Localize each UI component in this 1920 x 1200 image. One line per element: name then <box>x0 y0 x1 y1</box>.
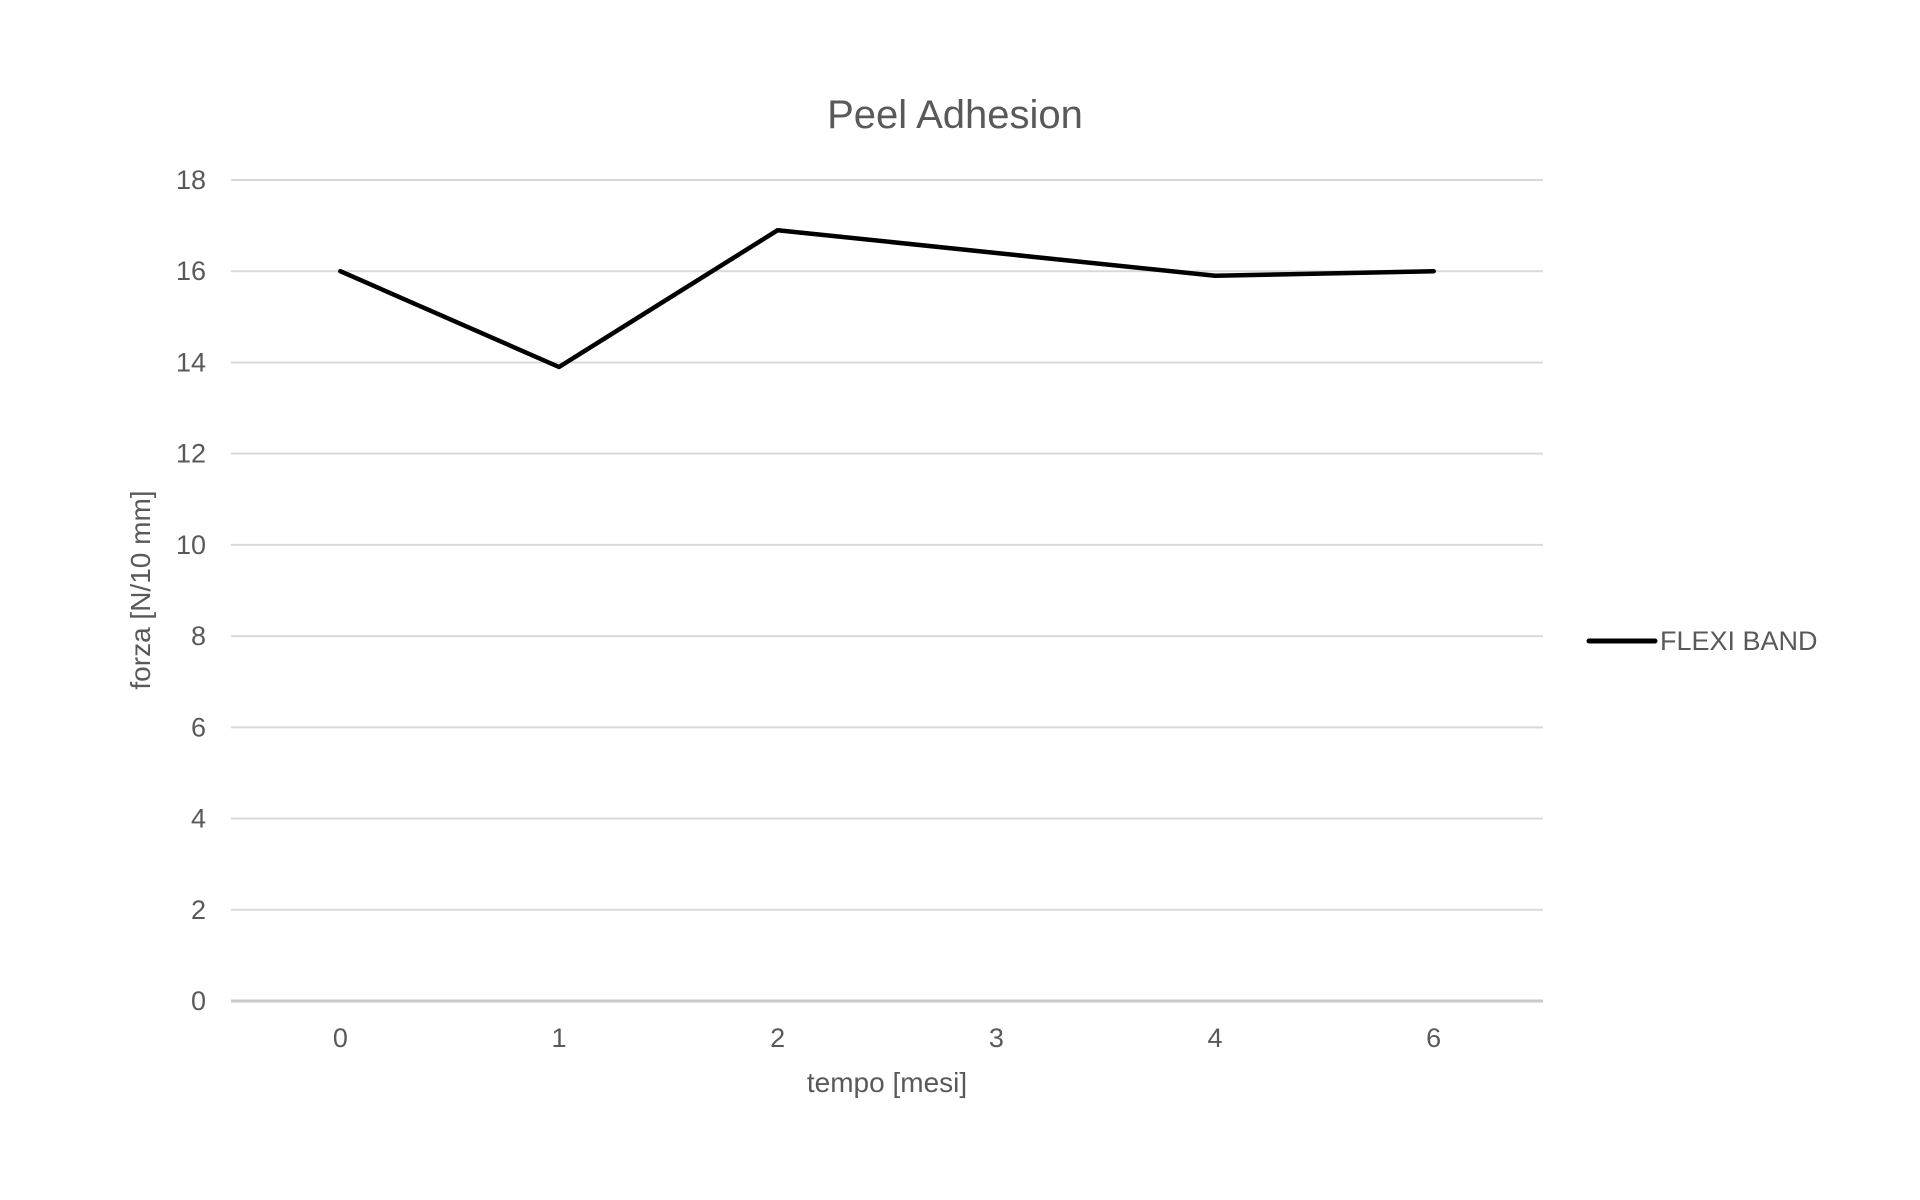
x-tick-label: 1 <box>551 1023 566 1053</box>
y-tick-label: 16 <box>176 256 206 286</box>
legend-label: FLEXI BAND <box>1660 626 1818 656</box>
y-tick-label: 18 <box>176 165 206 195</box>
y-tick-label: 2 <box>191 895 206 925</box>
y-tick-label: 8 <box>191 621 206 651</box>
x-tick-label: 0 <box>333 1023 348 1053</box>
x-tick-label: 3 <box>989 1023 1004 1053</box>
y-tick-label: 12 <box>176 439 206 469</box>
x-axis-tick-labels: 0 1 2 3 4 6 <box>333 1023 1441 1053</box>
y-axis-title: forza [N/10 mm] <box>125 490 156 689</box>
y-tick-label: 10 <box>176 530 206 560</box>
y-tick-label: 14 <box>176 347 206 377</box>
plot-gridlines <box>231 179 1543 1003</box>
x-axis-title: tempo [mesi] <box>807 1067 967 1098</box>
legend: FLEXI BAND <box>1586 626 1818 656</box>
chart-title: Peel Adhesion <box>827 93 1083 137</box>
y-tick-label: 6 <box>191 712 206 742</box>
x-tick-label: 2 <box>770 1023 785 1053</box>
y-axis-tick-labels: 0 2 4 6 8 10 12 14 16 18 <box>176 165 206 1016</box>
y-tick-label: 4 <box>191 804 206 834</box>
series-line-flexi-band <box>338 227 1436 370</box>
y-tick-label: 0 <box>191 986 206 1016</box>
x-tick-label: 6 <box>1426 1023 1441 1053</box>
x-tick-label: 4 <box>1207 1023 1222 1053</box>
